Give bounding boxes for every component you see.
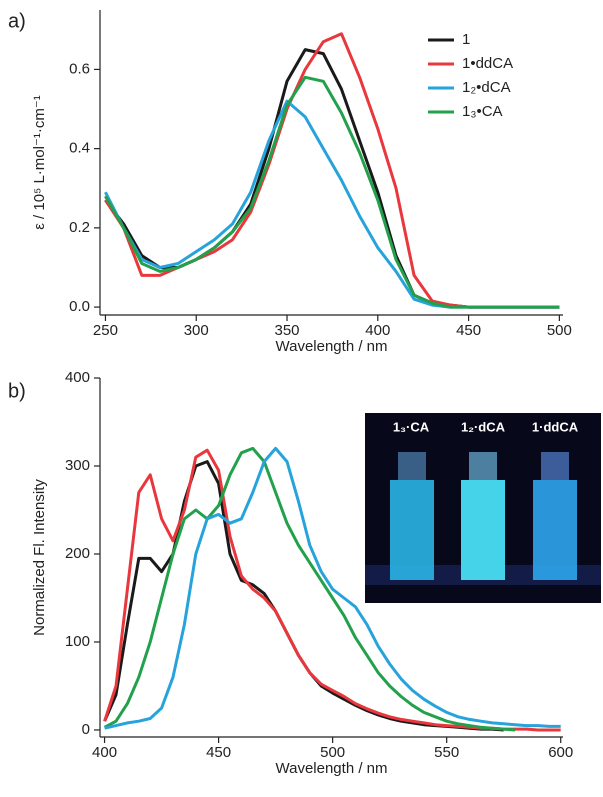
inset-label: 1₃·CA (393, 419, 430, 434)
x-tick-label: 600 (548, 744, 573, 761)
y-axis-label: Normalized Fl. Intensity (31, 479, 48, 636)
x-tick-label: 550 (434, 744, 459, 761)
x-tick-label: 300 (184, 322, 209, 339)
y-tick-label: 400 (65, 369, 90, 386)
x-tick-label: 400 (365, 322, 390, 339)
legend-label: 1•ddCA (462, 55, 513, 72)
legend-label: 1 (462, 31, 470, 48)
y-tick-label: 300 (65, 457, 90, 474)
x-tick-label: 500 (320, 744, 345, 761)
panel-label: b) (8, 380, 26, 402)
series-line (103, 446, 516, 732)
legend-label: 1₂•dCA (462, 79, 511, 96)
y-tick-label: 0.6 (69, 60, 90, 77)
y-tick-label: 0.4 (69, 140, 90, 157)
x-tick-label: 450 (206, 744, 231, 761)
y-tick-label: 200 (65, 545, 90, 562)
legend-label: 1₃•CA (462, 103, 503, 120)
y-tick-label: 0.0 (69, 298, 90, 315)
panel-label: a) (8, 10, 26, 32)
y-axis-label: ε / 10⁵ L·mol⁻¹·cm⁻¹ (31, 95, 48, 230)
series-line (104, 446, 561, 730)
x-tick-label: 350 (275, 322, 300, 339)
series-line (104, 75, 560, 309)
y-tick-label: 100 (65, 633, 90, 650)
inset-label: 1₂·dCA (461, 419, 506, 434)
series-line (104, 99, 560, 309)
x-tick-label: 250 (93, 322, 118, 339)
y-tick-label: 0.2 (69, 219, 90, 236)
x-tick-label: 400 (92, 744, 117, 761)
inset-photo (365, 413, 601, 603)
x-tick-label: 500 (547, 322, 572, 339)
inset-label: 1·ddCA (532, 419, 579, 434)
x-tick-label: 450 (456, 322, 481, 339)
x-axis-label: Wavelength / nm (276, 760, 388, 777)
y-tick-label: 0 (82, 721, 90, 738)
x-axis-label: Wavelength / nm (276, 338, 388, 355)
